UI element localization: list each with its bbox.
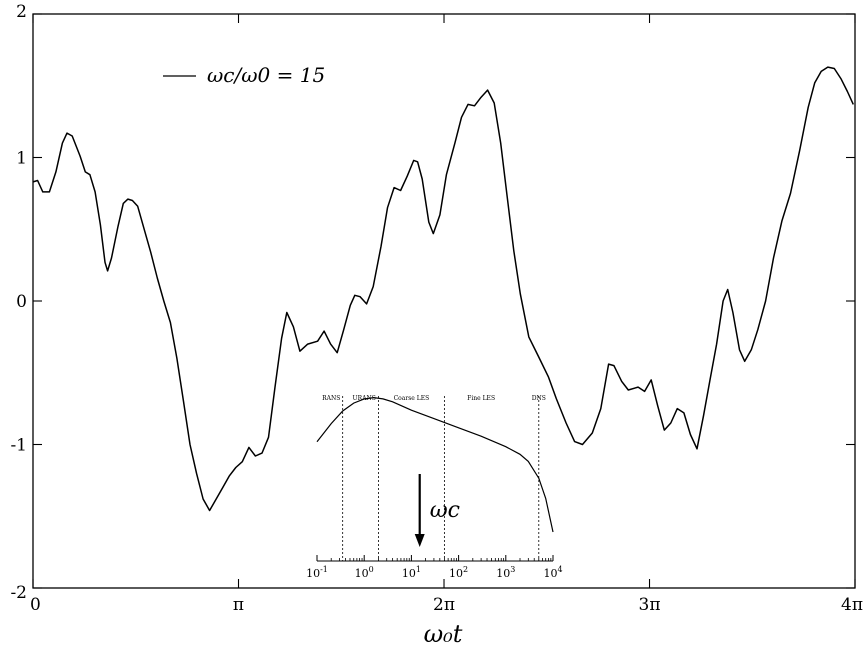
x-tick-label: 0 [30,595,41,615]
inset-x-tick-label: 103 [496,565,515,580]
x-axis-label: ω₀t [424,620,463,647]
main-plot: 0 π 2π 3π 4π -2 -1 0 1 2 [10,2,863,615]
inset-x-tick-label: 100 [355,565,374,580]
inset-x-tick-base: 10 [496,567,510,580]
y-tick-label: 0 [16,292,27,312]
x-tick-label: 4π [841,595,863,615]
inset-x-tick-base: 10 [355,567,369,580]
y-tick-label: -1 [10,436,27,456]
inset-x-tick-label: 102 [449,565,468,580]
y-tick-label: -2 [10,583,27,603]
inset-x-tick-base: 10 [402,567,416,580]
inset-x-tick-exp: 0 [369,565,374,574]
series-line [32,66,854,512]
inset-region-label: Coarse LES [394,395,430,402]
inset-x-tick-exp: 2 [463,565,468,574]
inset-region-label: DNS [532,395,546,402]
inset-x-tick-label: 10-1 [306,565,328,580]
inset-x-tick-exp: 1 [416,565,421,574]
inset-x-tick-exp: -1 [320,565,328,574]
legend: ωc/ω0 = 15 [163,63,325,87]
inset-x-tick-label: 101 [402,565,421,580]
x-tick-label: 2π [433,595,455,615]
x-tick-label: π [233,595,244,615]
inset-x-tick-base: 10 [449,567,463,580]
inset-x-tick-exp: 3 [510,565,515,574]
inset-spectrum-line [316,396,554,533]
y-tick-label: 1 [16,149,27,169]
inset-cutoff-label: ωc [430,498,460,523]
x-tick-label: 3π [639,595,661,615]
y-tick-label: 2 [16,2,27,22]
inset-x-tick-label: 104 [543,565,562,580]
inset-x-tick-base: 10 [306,567,320,580]
legend-entry: ωc/ω0 = 15 [207,63,325,87]
inset-cutoff-arrow-head [414,534,425,547]
inset-region-label: RANS [322,395,340,402]
inset-x-tick-base: 10 [543,567,557,580]
inset-region-label: Fine LES [467,395,495,402]
inset-x-tick-exp: 4 [557,565,562,574]
